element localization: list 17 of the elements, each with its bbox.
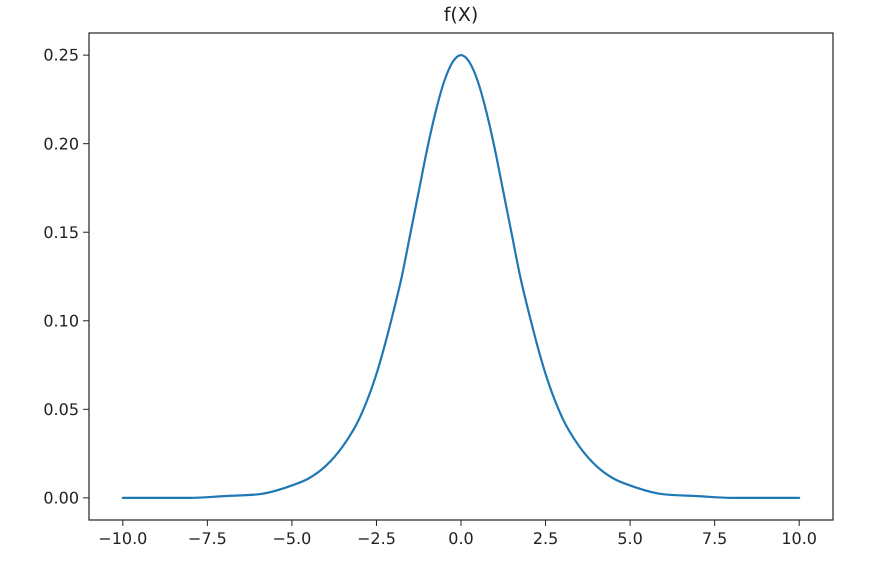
chart-title: f(X) (444, 4, 478, 26)
x-tick-label: 2.5 (532, 529, 558, 548)
y-tick-label: 0.00 (43, 488, 79, 508)
y-tick-label: 0.15 (43, 222, 79, 242)
x-tick-label: 10.0 (781, 529, 817, 548)
y-tick-label: 0.10 (43, 311, 79, 330)
line-series (122, 54, 800, 499)
x-tick-label: −7.5 (188, 529, 227, 548)
x-tick-label: 0.0 (448, 529, 474, 548)
x-tick-label: −5.0 (272, 529, 312, 548)
y-tick-label: 0.05 (43, 400, 79, 419)
x-tick-label: 7.5 (702, 529, 728, 548)
x-tick-label: 5.0 (617, 529, 643, 548)
y-tick-label: 0.20 (43, 134, 79, 154)
y-tick-label: 0.25 (43, 46, 79, 65)
x-tick-label: −2.5 (357, 529, 396, 548)
x-tick-label: −10.0 (98, 529, 148, 548)
